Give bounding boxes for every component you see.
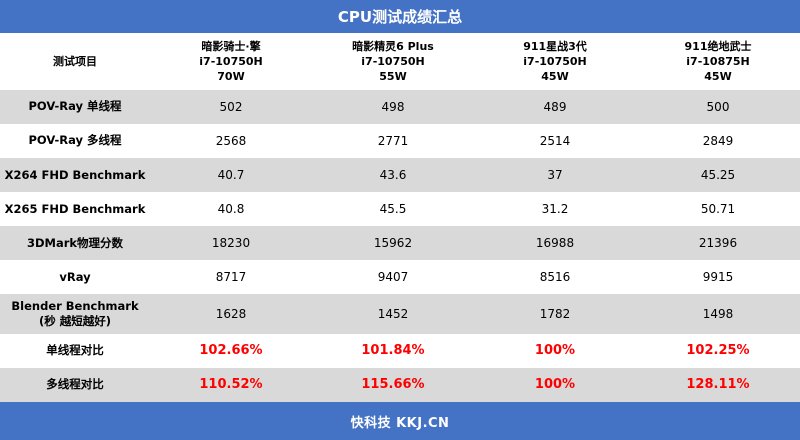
value-cell: 110.52% <box>150 367 312 402</box>
value-cell: 100% <box>474 367 636 402</box>
cpu-model: i7-10750H <box>199 54 263 68</box>
row-label: Blender Benchmark (秒 越短越好) <box>0 294 150 334</box>
row-label: POV-Ray 单线程 <box>0 89 150 124</box>
row-label: X264 FHD Benchmark <box>0 158 150 193</box>
row-label: 多线程对比 <box>0 367 150 402</box>
value-cell: 31.2 <box>474 192 636 227</box>
header-row: 测试项目 暗影骑士·擎 i7-10750H 70W 暗影精灵6 Plus i7-… <box>0 33 800 90</box>
table-row: X264 FHD Benchmark 40.7 43.6 37 45.25 <box>0 158 800 193</box>
cpu-model: i7-10750H <box>523 54 587 68</box>
value-cell: 15962 <box>312 226 474 261</box>
value-cell: 1628 <box>150 294 312 334</box>
row-label-text: POV-Ray 多线程 <box>28 133 122 148</box>
value-cell: 2514 <box>474 123 636 159</box>
row-label: 3DMark物理分数 <box>0 226 150 261</box>
table-row: vRay 8717 9407 8516 9915 <box>0 260 800 295</box>
header-col-3: 911星战3代 i7-10750H 45W <box>474 33 636 90</box>
row-label-note: (秒 越短越好) <box>38 314 111 329</box>
laptop-name: 911绝地武士 <box>684 39 752 53</box>
table-row: 多线程对比 110.52% 115.66% 100% 128.11% <box>0 367 800 402</box>
value-cell: 2771 <box>312 123 474 159</box>
value-cell: 45.25 <box>636 158 800 193</box>
power-limit: 45W <box>704 69 732 83</box>
value-cell: 115.66% <box>312 367 474 402</box>
value-cell: 18230 <box>150 226 312 261</box>
value-cell: 1452 <box>312 294 474 334</box>
value-cell: 498 <box>312 89 474 124</box>
value-cell: 102.25% <box>636 333 800 368</box>
table-title: CPU测试成绩汇总 <box>0 0 800 33</box>
cpu-results-table: 测试项目 暗影骑士·擎 i7-10750H 70W 暗影精灵6 Plus i7-… <box>0 33 800 402</box>
row-label: vRay <box>0 260 150 295</box>
power-limit: 70W <box>217 69 245 83</box>
laptop-name: 911星战3代 <box>523 39 587 53</box>
table-row: POV-Ray 多线程 2568 2771 2514 2849 <box>0 123 800 159</box>
power-limit: 55W <box>379 69 407 83</box>
laptop-name: 暗影精灵6 Plus <box>352 39 434 53</box>
row-label-text: Blender Benchmark <box>11 299 139 314</box>
value-cell: 128.11% <box>636 367 800 402</box>
value-cell: 43.6 <box>312 158 474 193</box>
table-row: POV-Ray 单线程 502 498 489 500 <box>0 89 800 124</box>
value-cell: 1498 <box>636 294 800 334</box>
row-label: 单线程对比 <box>0 333 150 368</box>
value-cell: 2849 <box>636 123 800 159</box>
header-label: 测试项目 <box>0 33 150 90</box>
value-cell: 100% <box>474 333 636 368</box>
row-label-text: POV-Ray 单线程 <box>28 99 122 114</box>
row-label: POV-Ray 多线程 <box>0 123 150 159</box>
header-col-4: 911绝地武士 i7-10875H 45W <box>636 33 800 90</box>
value-cell: 8516 <box>474 260 636 295</box>
value-cell: 9407 <box>312 260 474 295</box>
value-cell: 40.8 <box>150 192 312 227</box>
value-cell: 16988 <box>474 226 636 261</box>
header-col-1: 暗影骑士·擎 i7-10750H 70W <box>150 33 312 90</box>
value-cell: 489 <box>474 89 636 124</box>
value-cell: 2568 <box>150 123 312 159</box>
value-cell: 102.66% <box>150 333 312 368</box>
value-cell: 502 <box>150 89 312 124</box>
header-col-2: 暗影精灵6 Plus i7-10750H 55W <box>312 33 474 90</box>
row-label-text: 多线程对比 <box>46 377 104 392</box>
row-label-text: X264 FHD Benchmark <box>4 167 146 182</box>
value-cell: 1782 <box>474 294 636 334</box>
table-row: Blender Benchmark (秒 越短越好) 1628 1452 1782 149… <box>0 294 800 334</box>
table-row: 单线程对比 102.66% 101.84% 100% 102.25% <box>0 333 800 368</box>
footer-watermark: 快科技 KKJ.CN <box>0 402 800 440</box>
value-cell: 40.7 <box>150 158 312 193</box>
cpu-model: i7-10750H <box>361 54 425 68</box>
cpu-model: i7-10875H <box>686 54 750 68</box>
power-limit: 45W <box>541 69 569 83</box>
laptop-name: 暗影骑士·擎 <box>201 39 261 53</box>
table-row: 3DMark物理分数 18230 15962 16988 21396 <box>0 226 800 261</box>
row-label-text: vRay <box>59 269 91 284</box>
value-cell: 37 <box>474 158 636 193</box>
value-cell: 45.5 <box>312 192 474 227</box>
value-cell: 101.84% <box>312 333 474 368</box>
value-cell: 21396 <box>636 226 800 261</box>
value-cell: 8717 <box>150 260 312 295</box>
row-label-text: X265 FHD Benchmark <box>4 201 146 216</box>
value-cell: 500 <box>636 89 800 124</box>
table-row: X265 FHD Benchmark 40.8 45.5 31.2 50.71 <box>0 192 800 227</box>
row-label-text: 单线程对比 <box>46 343 104 358</box>
row-label: X265 FHD Benchmark <box>0 192 150 227</box>
value-cell: 9915 <box>636 260 800 295</box>
row-label-text: 3DMark物理分数 <box>26 235 124 250</box>
value-cell: 50.71 <box>636 192 800 227</box>
